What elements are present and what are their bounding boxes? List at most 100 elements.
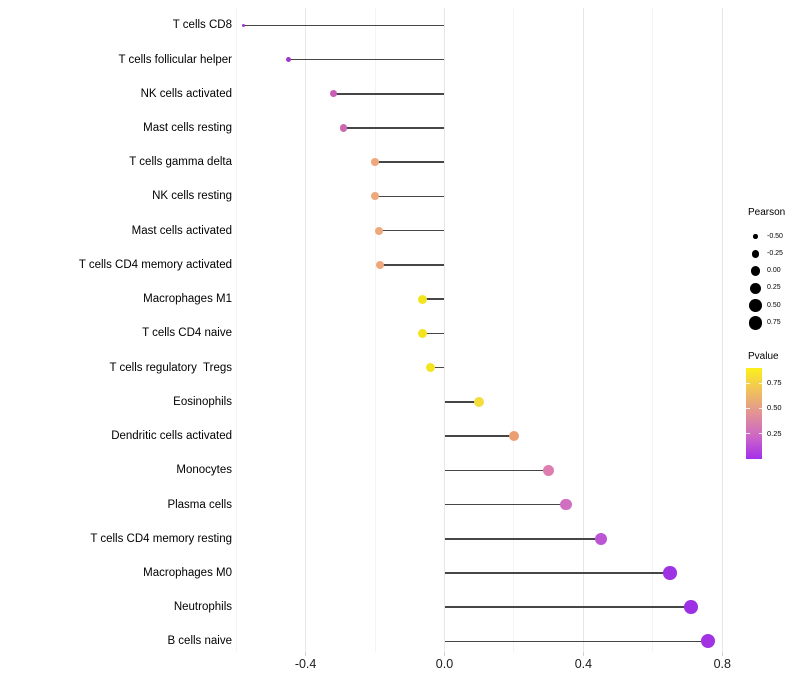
gridline-minor [235, 8, 237, 652]
category-label: B cells naive [167, 635, 232, 648]
legend-size-dot [753, 234, 758, 239]
data-point [684, 600, 698, 615]
gridline-major [305, 8, 307, 652]
stem-line [444, 435, 514, 437]
pvalue-bar-tick [758, 407, 762, 409]
category-label: Neutrophils [173, 601, 232, 614]
legend-size-label: -0.25 [767, 249, 783, 257]
axis-tick [444, 652, 445, 656]
pvalue-bar-tick [746, 433, 750, 435]
stem-line [343, 127, 445, 129]
stem-line [444, 606, 692, 608]
legend-size-label: 0.75 [767, 318, 781, 326]
pvalue-tick-label: 0.25 [767, 428, 782, 438]
stem-line [243, 24, 445, 27]
pvalue-bar-tick [758, 382, 762, 384]
gridline-minor [374, 8, 376, 652]
legend-size-label: -0.50 [767, 232, 783, 240]
legend-pvalue: Pvalue 0.75 0.50 0.25 [746, 351, 800, 466]
data-point [508, 430, 520, 442]
legend-size-dot [751, 250, 760, 258]
stem-line [333, 93, 445, 95]
category-label: T cells regulatory Tregs [109, 361, 232, 374]
stem-line [444, 538, 601, 540]
legend-size-label: 0.00 [767, 267, 781, 275]
category-label: Eosinophils [173, 395, 232, 408]
data-point [285, 56, 291, 63]
stem-line [378, 229, 445, 232]
category-label: Dendritic cells activated [111, 430, 232, 443]
data-point [701, 634, 716, 649]
legend-pearson-title: Pearson [748, 207, 786, 218]
data-point [241, 23, 245, 27]
data-point [340, 124, 348, 132]
legend-pvalue-labels: 0.75 0.50 0.25 [746, 351, 800, 466]
category-label: Macrophages M1 [143, 293, 232, 306]
category-label: T cells CD4 memory activated [78, 258, 232, 271]
category-label: T cells CD4 memory resting [90, 532, 232, 545]
data-point [329, 90, 337, 98]
data-point [542, 464, 555, 477]
x-tick-label: 0.4 [574, 657, 593, 671]
stem-line [444, 401, 480, 403]
data-point [663, 566, 677, 580]
legend-size-dot [749, 299, 762, 312]
stem-line [444, 640, 709, 643]
data-point [418, 294, 428, 304]
category-label: Macrophages M0 [143, 566, 232, 579]
data-point [418, 328, 428, 338]
stem-line [422, 298, 445, 300]
legend-size-dot [748, 315, 763, 330]
legend-size-dot [749, 282, 762, 294]
axis-tick [305, 652, 307, 656]
stem-line [375, 195, 445, 198]
data-point [594, 532, 607, 545]
legend-pearson: Pearson -0.50 -0.25 0.00 0.25 0.50 0.75 [746, 207, 800, 337]
legend-pvalue-title: Pvalue [748, 351, 779, 362]
stem-line [444, 503, 567, 506]
data-point [371, 192, 379, 201]
pvalue-gradient-bar [746, 368, 762, 459]
category-label: T cells gamma delta [129, 156, 232, 169]
category-label: NK cells activated [140, 87, 232, 100]
x-tick-label: 0.8 [713, 657, 731, 671]
legend-size-dot [750, 266, 761, 276]
category-label: Mast cells resting [143, 121, 232, 134]
stem-line [422, 332, 445, 335]
y-axis-labels: T cells CD8 T cells follicular helper NK c… [0, 0, 232, 700]
data-point [474, 396, 485, 407]
gridline-major [582, 8, 584, 652]
stem-line [380, 264, 445, 266]
legend-pearson-items: -0.50 -0.25 0.00 0.25 0.50 0.75 [746, 207, 800, 337]
stem-line [444, 572, 671, 574]
stem-line [444, 469, 549, 472]
pvalue-bar-tick [746, 382, 750, 384]
category-label: Mast cells activated [131, 224, 232, 237]
axis-tick [721, 652, 723, 656]
gridline-minor [652, 8, 654, 652]
legend-size-label: 0.50 [767, 301, 781, 309]
axis-tick [582, 652, 584, 656]
pvalue-tick-label: 0.75 [767, 378, 782, 388]
pvalue-bar-tick [746, 407, 750, 409]
pvalue-tick-label: 0.50 [767, 403, 782, 413]
pvalue-bar-tick [758, 433, 762, 435]
category-label: T cells CD4 naive [142, 327, 232, 340]
x-tick-label: -0.4 [294, 657, 317, 671]
category-label: Plasma cells [167, 498, 232, 511]
gridline-major [721, 8, 723, 652]
gridline-minor [513, 8, 515, 652]
x-tick-label: 0.0 [435, 657, 454, 671]
category-label: T cells follicular helper [118, 53, 232, 66]
data-point [374, 226, 383, 235]
data-point [426, 362, 436, 373]
stem-line [375, 161, 445, 163]
legend-size-label: 0.25 [767, 284, 781, 292]
category-label: NK cells resting [152, 190, 232, 203]
data-point [560, 498, 572, 511]
data-point [371, 158, 379, 167]
stem-line [288, 58, 445, 61]
category-label: T cells CD8 [172, 19, 232, 32]
